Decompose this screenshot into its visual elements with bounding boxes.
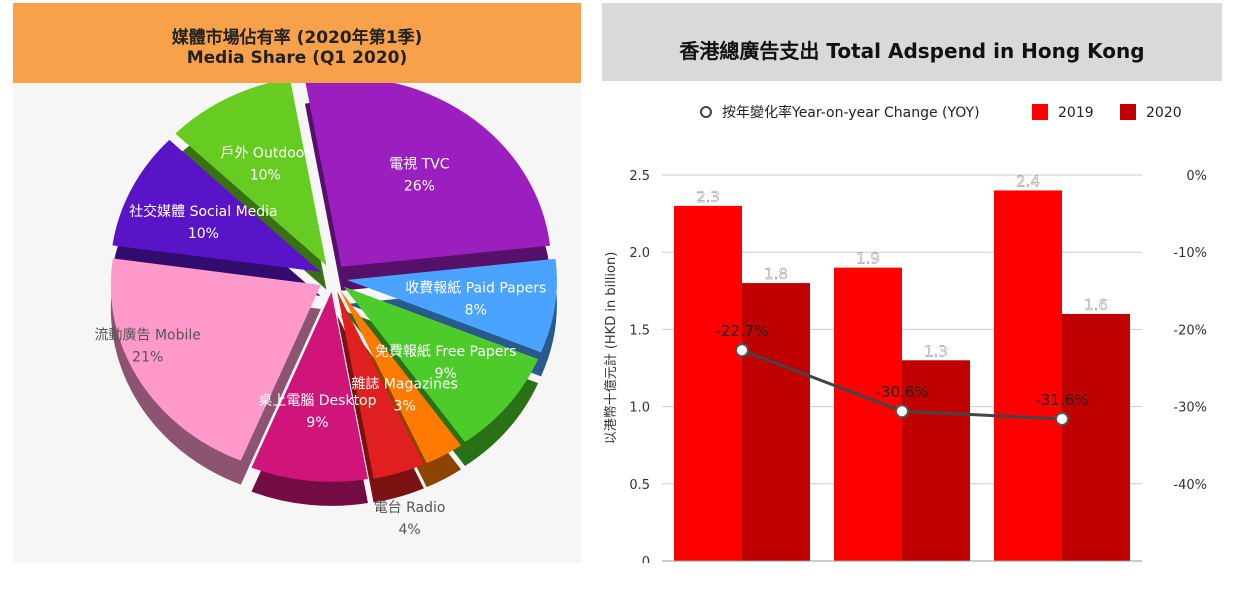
legend-2019-swatch: [1032, 104, 1048, 120]
bar-value-label: 1.6: [1084, 296, 1108, 314]
pie-slice-outdoor: [175, 78, 327, 266]
pie-slice-social-media: [112, 139, 321, 272]
y-tick-label: 1.5: [629, 323, 650, 338]
yoy-value-label: -30.6%: [875, 383, 928, 401]
pie-slice-percent: 21%: [132, 350, 163, 366]
y2-axis: 0% -10% -20% -30% -40%: [1173, 169, 1207, 493]
pie-slice-percent: 3%: [394, 398, 416, 414]
adspend-panel: 香港總廣告支出 Total Adspend in Hong Kong 按年變化率…: [602, 3, 1222, 563]
bar-2020: [902, 360, 970, 561]
yoy-point: [735, 343, 749, 358]
bar-value-label: 1.3: [924, 342, 948, 360]
y2-tick-label: -20%: [1173, 323, 1207, 338]
adspend-header: 香港總廣告支出 Total Adspend in Hong Kong: [602, 3, 1222, 81]
pie-title-english: Media Share (Q1 2020): [186, 48, 408, 68]
y-tick-label: 0: [642, 555, 650, 563]
pie-slice-label: 電視 TVC: [389, 156, 450, 172]
adspend-title: 香港總廣告支出 Total Adspend in Hong Kong: [679, 39, 1145, 63]
media-share-panel: 電視 TVC 26% 收費報紙 Paid Papers 8% 免費報紙 Free Pap…: [13, 3, 581, 563]
bar-value-label: 1.9: [856, 250, 880, 268]
legend-2020-swatch: [1120, 104, 1136, 120]
pie-slice-label: 免費報紙 Free Papers: [375, 344, 517, 360]
pie-slice-label: 雜誌 Magazines: [351, 376, 458, 392]
pie-slice-percent: 9%: [435, 366, 457, 382]
legend-2020-label: 2020: [1146, 105, 1182, 121]
bar-value-label: 2.3: [696, 188, 720, 206]
y2-tick-label: -30%: [1173, 401, 1207, 416]
pie-slice-free-papers: [343, 286, 539, 442]
yoy-point: [1055, 411, 1069, 426]
pie-slice-desktop: [251, 291, 368, 482]
bar-2020: [742, 283, 810, 561]
pie-slice-label: 桌上電腦 Desktop: [258, 393, 376, 409]
y2-tick-label: 0%: [1186, 169, 1207, 184]
pie-slice-label: 電台 Radio: [374, 500, 446, 516]
pie-slice-label: 流動廣告 Mobile: [95, 327, 201, 344]
legend-yoy-marker: [700, 106, 712, 118]
yoy-point: [895, 404, 909, 419]
bar-2019: [674, 205, 742, 561]
chart-legend: 按年變化率Year-on-year Change (YOY) 2019 2020: [700, 104, 1182, 121]
yoy-line-series: -22.7% -30.6% -31.6%: [715, 322, 1089, 426]
y-axis-label: 以港幣十億元計 (HKD in billion): [603, 252, 619, 445]
y-tick-label: 0.5: [629, 478, 650, 493]
pie-title-chinese: 媒體市場佔有率 (2020年第1季): [171, 28, 423, 48]
legend-yoy-label: 按年變化率Year-on-year Change (YOY): [722, 104, 980, 121]
yoy-value-label: -22.7%: [715, 322, 768, 340]
pie-label-layer: 電視 TVC 26% 收費報紙 Paid Papers 8% 免費報紙 Free Pap…: [95, 146, 547, 538]
pie-slice-percent: 26%: [404, 178, 435, 194]
bar-2019: [994, 190, 1062, 561]
adspend-bar-chart: 按年變化率Year-on-year Change (YOY) 2019 2020 0 0…: [603, 104, 1207, 563]
media-share-header: 媒體市場佔有率 (2020年第1季) Media Share (Q1 2020): [13, 3, 581, 83]
pie-slice-mobile: [110, 258, 321, 461]
bar-value-label: 1.8: [764, 265, 788, 283]
bar-2019: [834, 267, 902, 561]
pie-slice-percent: 8%: [465, 302, 487, 318]
pie-slice-label: 收費報紙 Paid Papers: [405, 280, 546, 296]
pie-slice-tvc: [304, 76, 551, 267]
bar-value-label: 2.4: [1016, 172, 1040, 190]
bar-2020: [1062, 313, 1130, 561]
y-tick-label: 1.0: [629, 401, 650, 416]
pie-slice-percent: 10%: [250, 168, 281, 184]
bars: 2.3 1.8 1.9 1.3 2.4 1.6: [674, 172, 1130, 561]
pie-slice-percent: 4%: [398, 522, 420, 538]
pie-slice-percent: 10%: [188, 226, 219, 242]
legend-2019-label: 2019: [1058, 105, 1094, 121]
pie-top-layer: [110, 76, 557, 482]
y2-tick-label: -40%: [1173, 478, 1207, 493]
pie-slice-percent: 9%: [306, 415, 328, 431]
y2-tick-label: -10%: [1173, 246, 1207, 261]
pie-slice-magazines: [339, 290, 462, 464]
pie-slice-label: 社交媒體 Social Media: [129, 203, 277, 220]
media-share-pie-chart: 電視 TVC 26% 收費報紙 Paid Papers 8% 免費報紙 Free Pap…: [95, 76, 557, 538]
y-tick-label: 2.5: [629, 169, 650, 184]
pie-slice-radio: [337, 291, 424, 479]
y-tick-label: 2.0: [629, 246, 650, 261]
pie-slice-label: 戶外 Outdoor: [220, 146, 310, 162]
yoy-value-label: -31.6%: [1035, 391, 1088, 409]
pie-slice-paid-papers: [346, 258, 557, 353]
